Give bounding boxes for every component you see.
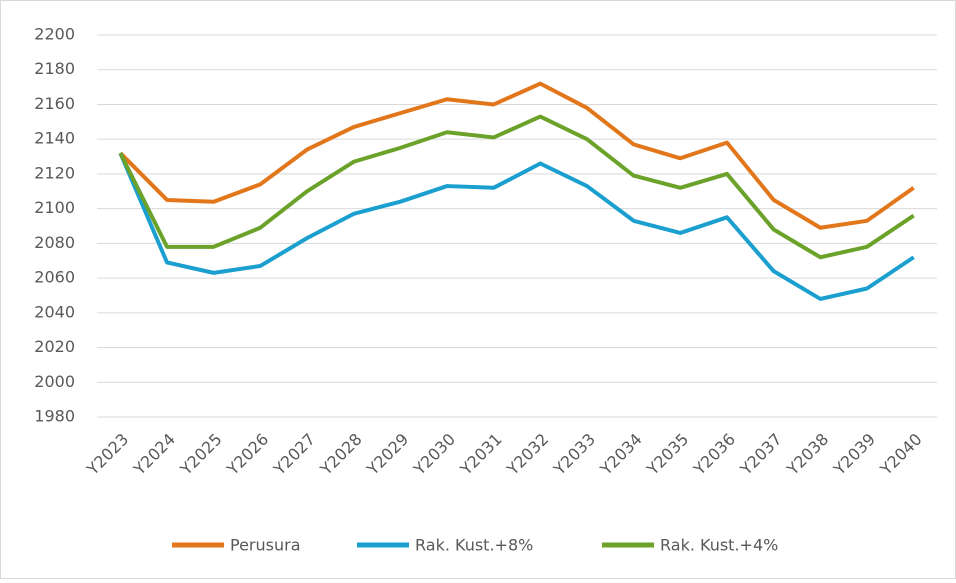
series-line: [118, 114, 915, 260]
y-tick-label: 2140: [34, 129, 75, 148]
legend-label: Rak. Kust.+4%: [660, 536, 778, 555]
legend-label: Rak. Kust.+8%: [415, 536, 533, 555]
y-tick-label: 2160: [34, 94, 75, 113]
series-line: [118, 81, 915, 230]
legend-label: Perusura: [230, 536, 301, 555]
y-tick-label: 2040: [34, 302, 75, 321]
y-tick-label: 2120: [34, 163, 75, 182]
y-tick-label: 2060: [34, 268, 75, 287]
y-tick-label: 2100: [34, 198, 75, 217]
y-tick-label: 2000: [34, 372, 75, 391]
y-tick-label: 2080: [34, 233, 75, 252]
y-tick-label: 2180: [34, 59, 75, 78]
series-line: [118, 152, 915, 301]
y-tick-label: 1980: [34, 407, 75, 426]
y-tick-label: 2020: [34, 337, 75, 356]
y-tick-label: 2200: [34, 25, 75, 44]
